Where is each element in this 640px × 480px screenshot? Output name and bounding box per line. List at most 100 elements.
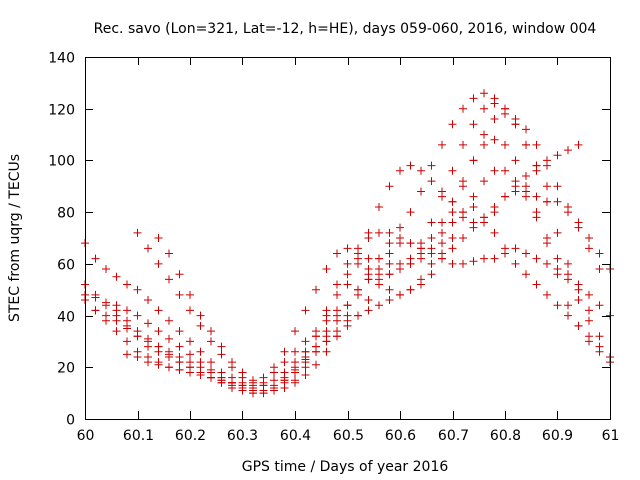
data-point [364,234,373,242]
data-point [102,265,110,274]
data-point [396,265,404,274]
data-point [532,140,541,149]
data-point [490,228,499,237]
data-point [448,234,457,242]
x-axis: 60 60.1 60.2 60.3 60.4 60.5 60.6 60.7 60.8 60.9 61 [77,57,620,444]
data-point [175,270,184,279]
data-point [343,280,352,289]
data-point [574,296,583,305]
data-point [490,202,499,211]
data-point [385,296,394,305]
data-point [459,182,467,191]
data-point [175,327,184,336]
data-point [406,285,415,294]
data-point [532,166,541,175]
data-point [301,306,310,315]
data-point [165,363,173,372]
data-point [196,371,205,380]
data-point [364,306,373,315]
data-point [448,244,457,253]
data-point [217,376,226,385]
data-point [123,324,131,333]
data-point [291,376,299,385]
data-point [186,358,194,367]
data-point [522,140,530,149]
data-point [595,332,604,341]
data-point [217,350,226,359]
data-point [175,342,184,351]
data-point [375,202,383,211]
data-point [312,332,320,341]
data-point [312,347,320,356]
data-point [543,182,551,191]
data-point [133,285,142,294]
data-point [144,337,152,346]
series-6 [123,109,604,395]
x-tick-label: 60.2 [175,428,206,444]
data-point [511,244,520,253]
data-point [511,156,520,165]
data-point [564,202,572,211]
data-point [543,259,551,268]
data-point [427,259,436,268]
data-point [280,347,289,356]
y-tick-label: 20 [57,361,75,377]
y-tick-label: 40 [57,310,75,326]
data-point [291,327,299,336]
data-point [196,363,205,372]
data-point [280,383,289,392]
data-point [238,368,247,377]
data-point [543,197,551,206]
data-point [532,192,541,201]
data-point [406,208,415,217]
data-point [196,347,205,356]
data-point [427,270,436,279]
x-tick-label: 60.1 [123,428,154,444]
data-point [196,311,205,320]
data-point [385,249,394,258]
data-point [469,120,478,129]
data-point [102,301,110,310]
data-point [154,327,163,336]
data-point [333,306,341,315]
chart-title: Rec. savo (Lon=321, Lat=-12, h=HE), days… [94,21,597,37]
data-point [186,290,194,299]
data-point [228,358,236,367]
data-point [154,306,163,315]
data-point [322,306,331,315]
data-point [585,332,593,341]
data-point [480,104,488,113]
series-5 [91,187,551,398]
data-point [490,99,499,108]
data-point [333,280,341,289]
data-point [522,125,530,134]
data-point [154,342,163,351]
x-tick-label: 60.4 [280,428,311,444]
data-point [343,259,352,268]
data-point [144,244,152,253]
plot-frame [85,57,611,420]
x-tick-label: 61 [602,428,620,444]
data-point [154,234,163,242]
y-axis: 0 20 40 60 80 100 120 140 [48,51,610,429]
data-point [333,290,341,299]
y-tick-label: 60 [57,258,75,274]
data-point [480,130,488,139]
data-point [543,290,551,299]
data-point [322,265,331,274]
data-point [175,352,184,361]
x-tick-label: 60.6 [385,428,416,444]
data-point [585,306,593,315]
data-point [291,347,299,356]
data-point [333,327,341,336]
data-point [91,290,100,299]
data-point [112,316,121,325]
data-point [417,280,425,289]
data-point [480,177,488,186]
y-tick-label: 100 [48,154,75,170]
data-point [459,234,467,242]
data-point [480,140,488,149]
data-point [490,166,499,175]
data-point [249,376,257,385]
x-tick-label: 60.7 [438,428,469,444]
